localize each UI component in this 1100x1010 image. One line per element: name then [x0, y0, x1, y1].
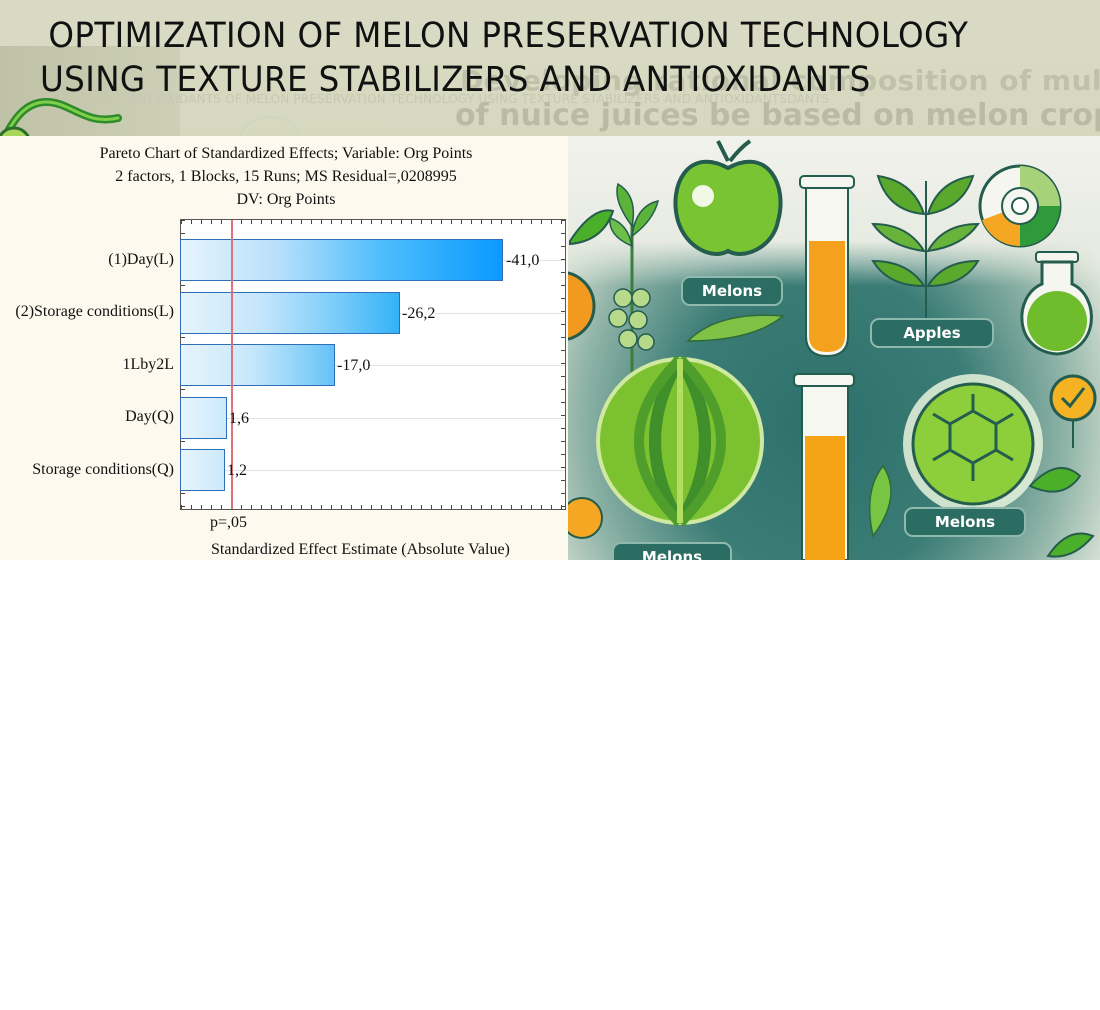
category-label: Day(Q)	[125, 408, 174, 425]
bar-storage-l	[180, 292, 400, 334]
leaf-icon	[569, 209, 615, 246]
poster-title: OPTIMIZATION OF MELON PRESERVATION TECHN…	[0, 14, 1023, 102]
gridline	[181, 470, 565, 471]
orange-fruit-icon	[568, 497, 603, 539]
bar-1lby2l	[180, 344, 335, 386]
bar-day-q	[180, 397, 227, 439]
melon-illustration: Melons Apples Melons Melons	[568, 136, 1100, 560]
test-tube-icon	[793, 373, 855, 560]
grapes-icon	[608, 288, 655, 351]
leaf-icon	[868, 464, 892, 538]
flask-icon	[1020, 251, 1093, 356]
x-axis-title: Standardized Effect Estimate (Absolute V…	[211, 541, 510, 558]
chart-subtitle: 2 factors, 1 Blocks, 15 Runs; MS Residua…	[115, 168, 457, 185]
bar-storage-q	[180, 449, 225, 491]
leaf-icon	[1046, 532, 1095, 558]
plot-area: -41,0 -26,2 -17,0 1,6 1,2	[180, 219, 566, 510]
chart-dv-label: DV: Org Points	[236, 191, 336, 208]
title-line-2: USING TEXTURE STABILIZERS AND ANTIOXIDAN…	[39, 60, 871, 100]
category-label: (1)Day(L)	[108, 251, 174, 268]
p-value-label: p=,05	[210, 514, 248, 531]
test-tube-icon	[799, 175, 855, 358]
chart-title-block: Pareto Chart of Standardized Effects; Va…	[0, 142, 572, 211]
category-label: (2)Storage conditions(L)	[15, 303, 174, 320]
bar-value-label: -41,0	[506, 252, 540, 270]
chart-title: Pareto Chart of Standardized Effects; Va…	[99, 145, 473, 162]
y-axis-ticks-right	[561, 220, 565, 509]
gridline	[181, 365, 565, 366]
pie-chart-icon	[978, 164, 1062, 248]
category-label: Storage conditions(Q)	[32, 461, 174, 478]
watermelon-icon	[596, 355, 764, 527]
ghost-background-text-small: AND ANTIOXIDANTS OF MELON PRESERVATION T…	[98, 92, 830, 106]
bar-value-label: 1,2	[227, 462, 247, 479]
bar-value-label: -17,0	[337, 357, 371, 375]
pareto-chart: Pareto Chart of Standardized Effects; Va…	[0, 136, 568, 560]
apple-icon	[673, 139, 783, 256]
checkmark-badge-icon	[1049, 374, 1097, 448]
x-axis-ticks-top	[181, 220, 565, 224]
bar-value-label: -26,2	[402, 305, 436, 323]
label-pill-melons: Melons	[612, 542, 732, 560]
p-value-reference-line	[231, 220, 233, 509]
plant-icon	[871, 174, 980, 321]
label-pill-melons: Melons	[904, 507, 1026, 537]
bar-value-label: 1,6	[229, 410, 249, 427]
category-label: 1Lby2L	[122, 356, 174, 373]
ghost-background-text-line1: Developing rational composition of multi…	[460, 64, 1100, 97]
bar-day-l	[180, 239, 503, 281]
orange-slice-icon	[568, 271, 596, 341]
gridline	[181, 418, 565, 419]
label-pill-apples: Apples	[870, 318, 994, 348]
x-axis-ticks-bottom	[181, 505, 565, 509]
title-line-1: OPTIMIZATION OF MELON PRESERVATION TECHN…	[48, 16, 969, 56]
fern-leaf-icon	[686, 314, 785, 342]
label-pill-melons: Melons	[681, 276, 783, 306]
honeycomb-melon-icon	[903, 374, 1043, 514]
illustration-artwork	[568, 139, 1097, 560]
ghost-background-text-line2: of nuice juices be based on melon crops	[455, 98, 1100, 133]
leaf-icon	[1028, 467, 1082, 493]
banner-top-band	[0, 0, 1100, 46]
